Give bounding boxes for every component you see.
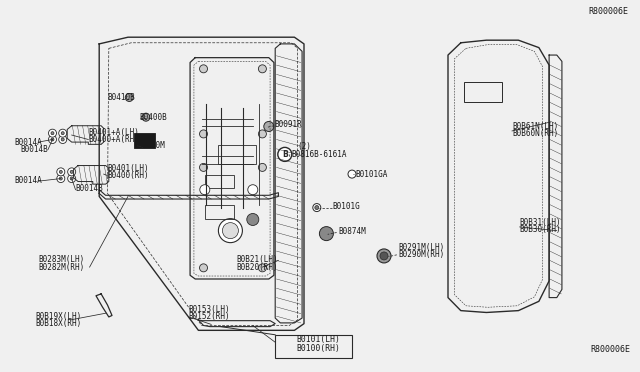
Bar: [205, 175, 234, 188]
Text: B0101G: B0101G: [333, 202, 360, 211]
Text: B0153(LH): B0153(LH): [189, 305, 230, 314]
Bar: [218, 145, 256, 164]
Text: B0290M(RH): B0290M(RH): [398, 250, 444, 259]
Text: (2): (2): [298, 142, 312, 151]
Text: B0014A: B0014A: [14, 138, 42, 147]
Circle shape: [264, 122, 274, 131]
Text: B0B19X(LH): B0B19X(LH): [35, 312, 81, 321]
Circle shape: [200, 130, 207, 138]
Circle shape: [259, 163, 266, 171]
Text: B1410M: B1410M: [138, 141, 165, 150]
Text: B0291M(LH): B0291M(LH): [398, 243, 444, 252]
Text: B0400(RH): B0400(RH): [108, 171, 149, 180]
Circle shape: [247, 214, 259, 225]
Circle shape: [61, 132, 64, 135]
Text: B0401+A(LH): B0401+A(LH): [88, 128, 139, 137]
Circle shape: [60, 177, 62, 180]
Text: R800006E: R800006E: [590, 345, 630, 354]
Text: B0091R: B0091R: [274, 120, 301, 129]
Text: B0014A: B0014A: [14, 176, 42, 185]
Circle shape: [57, 174, 65, 183]
Text: B0014B: B0014B: [20, 145, 48, 154]
Circle shape: [278, 147, 292, 161]
Text: B: B: [282, 150, 287, 159]
Circle shape: [70, 177, 73, 180]
Circle shape: [313, 203, 321, 212]
Text: B0B60N(RH): B0B60N(RH): [512, 129, 558, 138]
Circle shape: [259, 65, 266, 73]
Circle shape: [49, 135, 56, 144]
Bar: [464, 82, 502, 102]
Circle shape: [59, 135, 67, 144]
Circle shape: [59, 129, 67, 137]
Polygon shape: [134, 133, 155, 148]
Circle shape: [380, 252, 388, 260]
Circle shape: [259, 130, 266, 138]
Circle shape: [68, 174, 76, 183]
Circle shape: [223, 222, 238, 239]
Text: B0816B-6161A: B0816B-6161A: [291, 150, 347, 159]
Circle shape: [60, 170, 62, 173]
Text: B0101(LH): B0101(LH): [297, 335, 340, 344]
Text: B0400B: B0400B: [140, 113, 167, 122]
Circle shape: [125, 93, 133, 102]
Circle shape: [57, 168, 65, 176]
Circle shape: [348, 170, 356, 178]
Circle shape: [248, 185, 258, 195]
Text: B0101GA: B0101GA: [355, 170, 388, 179]
Text: B0B20(RH): B0B20(RH): [237, 263, 278, 272]
Text: B0282M(RH): B0282M(RH): [38, 263, 84, 272]
Text: B0B31(LH): B0B31(LH): [520, 218, 561, 227]
Text: B0B21(LH): B0B21(LH): [237, 255, 278, 264]
Text: B0B18X(RH): B0B18X(RH): [35, 319, 81, 328]
Circle shape: [51, 138, 54, 141]
Text: B0B30(RH): B0B30(RH): [520, 225, 561, 234]
Circle shape: [61, 138, 64, 141]
Text: B0401(LH): B0401(LH): [108, 164, 149, 173]
Text: B0410B: B0410B: [108, 93, 135, 102]
Circle shape: [200, 163, 207, 171]
Bar: [275, 335, 352, 358]
Circle shape: [70, 170, 73, 173]
Circle shape: [51, 132, 54, 135]
Text: B0152(RH): B0152(RH): [189, 312, 230, 321]
Text: B0100(RH): B0100(RH): [297, 344, 340, 353]
Circle shape: [319, 227, 333, 241]
Circle shape: [315, 206, 319, 209]
Text: B0874M: B0874M: [338, 227, 365, 236]
Circle shape: [259, 264, 266, 272]
Circle shape: [142, 113, 150, 121]
Text: B0014B: B0014B: [76, 185, 103, 193]
Text: B0283M(LH): B0283M(LH): [38, 255, 84, 264]
Circle shape: [200, 65, 207, 73]
Bar: [205, 205, 234, 219]
Circle shape: [200, 185, 210, 195]
Circle shape: [200, 264, 207, 272]
Circle shape: [68, 168, 76, 176]
Circle shape: [377, 249, 391, 263]
Circle shape: [218, 219, 243, 243]
Text: R800006E: R800006E: [589, 7, 628, 16]
Circle shape: [49, 129, 56, 137]
Text: B0B61N(LH): B0B61N(LH): [512, 122, 558, 131]
Text: B0400+A(RH): B0400+A(RH): [88, 135, 139, 144]
